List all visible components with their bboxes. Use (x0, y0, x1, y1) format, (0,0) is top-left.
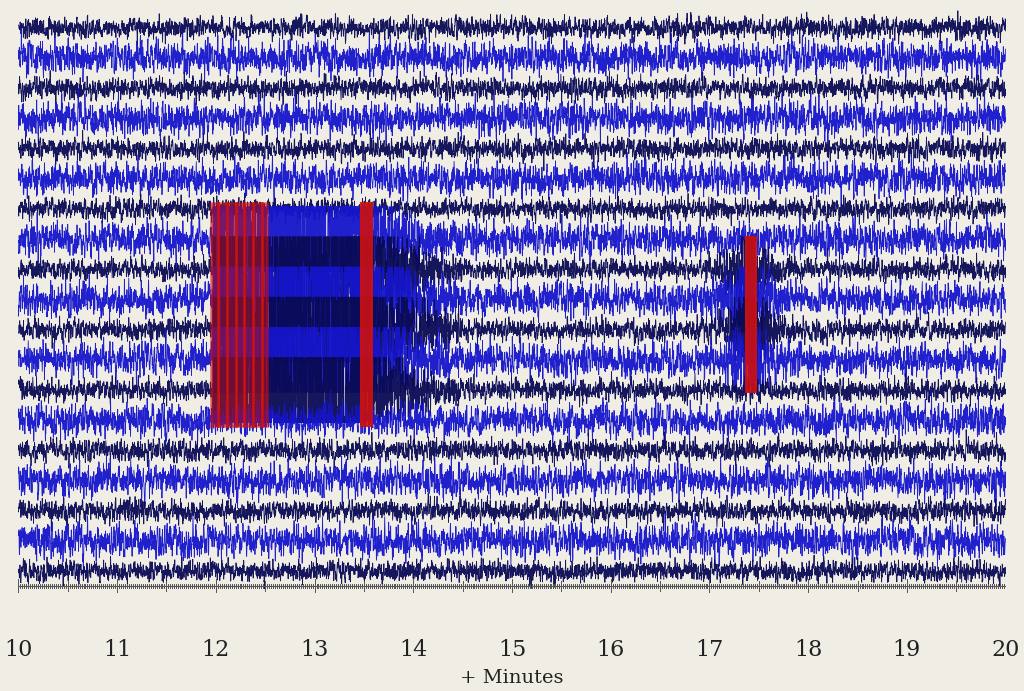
X-axis label: + Minutes: + Minutes (460, 669, 564, 687)
Bar (746, 237, 756, 392)
Bar (211, 202, 267, 426)
Bar (360, 202, 372, 426)
